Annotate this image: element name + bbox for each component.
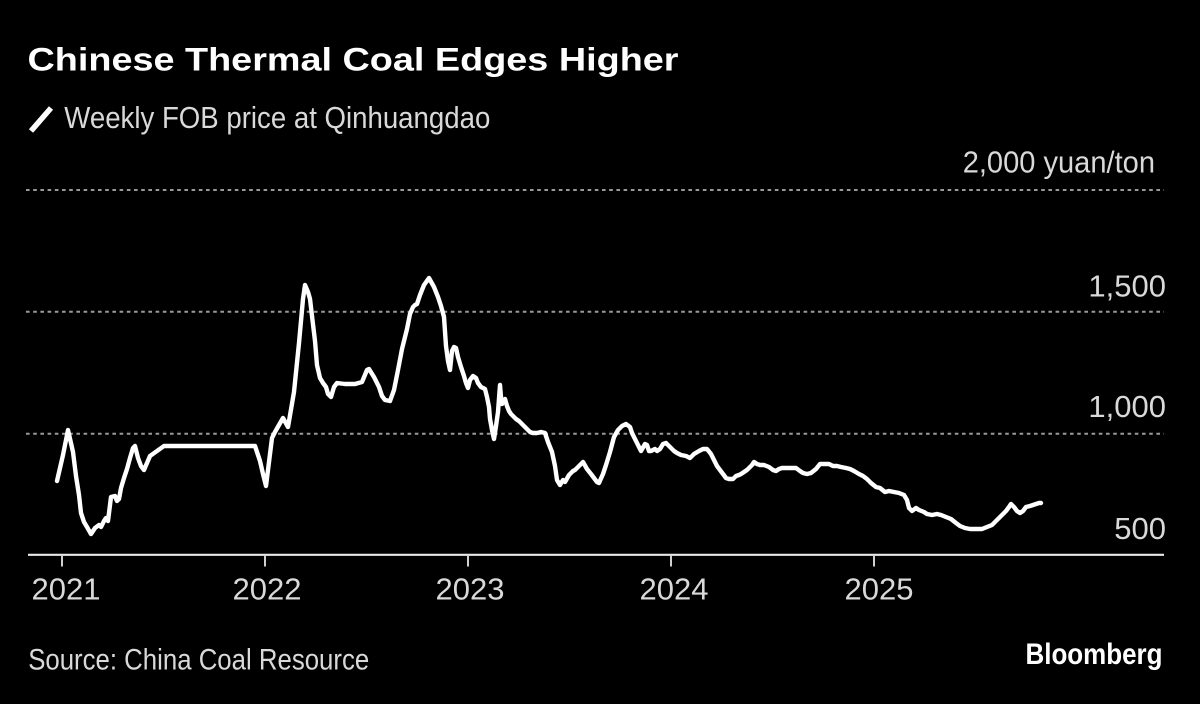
svg-text:2023: 2023 <box>436 572 505 607</box>
svg-text:2025: 2025 <box>845 572 914 607</box>
svg-text:Source: China Coal Resource: Source: China Coal Resource <box>28 644 369 677</box>
svg-text:2022: 2022 <box>233 572 302 607</box>
svg-text:2021: 2021 <box>32 572 101 607</box>
svg-text:500: 500 <box>1114 511 1166 546</box>
svg-text:2,000 yuan/ton: 2,000 yuan/ton <box>963 145 1155 180</box>
svg-text:1,000: 1,000 <box>1088 389 1166 424</box>
svg-text:Weekly FOB price at Qinhuangda: Weekly FOB price at Qinhuangdao <box>64 101 490 135</box>
svg-text:2024: 2024 <box>640 572 709 607</box>
svg-text:1,500: 1,500 <box>1088 269 1166 304</box>
svg-text:Bloomberg: Bloomberg <box>1026 638 1163 671</box>
svg-text:Chinese Thermal Coal Edges Hig: Chinese Thermal Coal Edges Higher <box>28 42 679 78</box>
